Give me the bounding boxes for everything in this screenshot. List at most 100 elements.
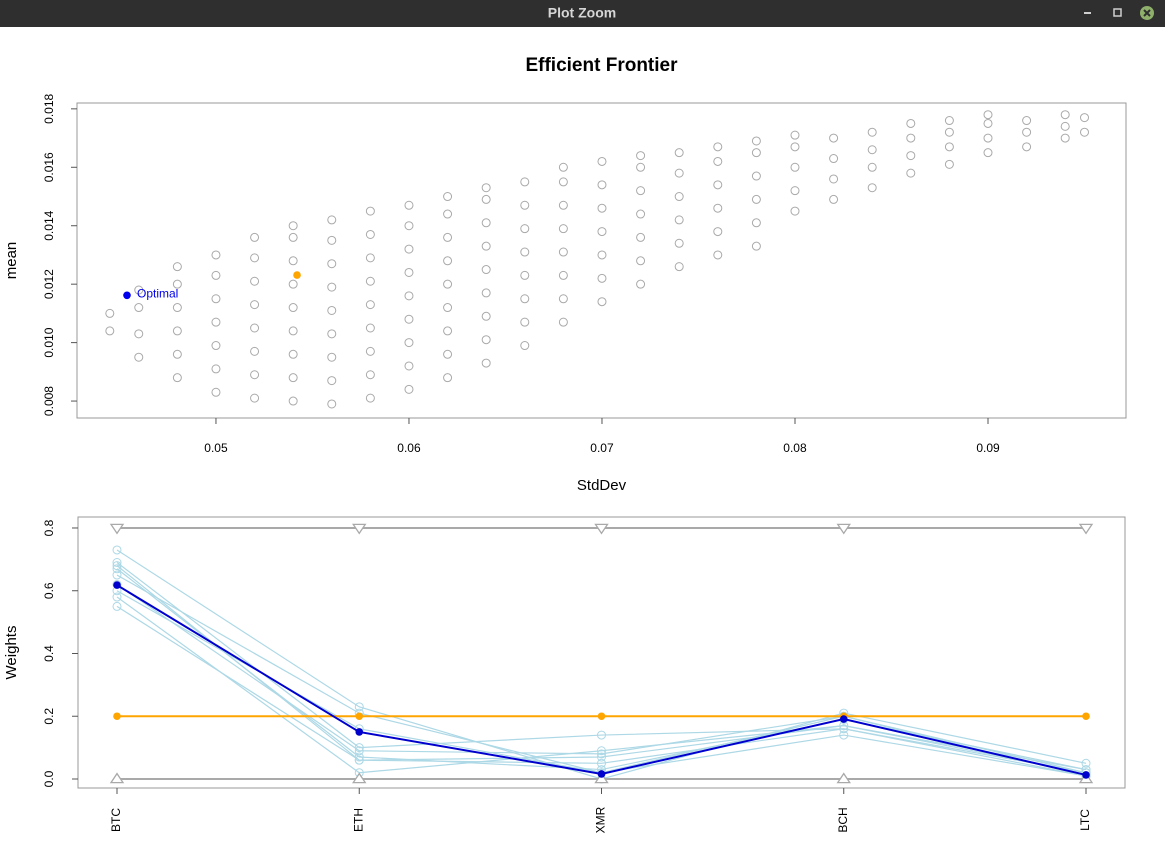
point <box>790 186 800 196</box>
x-tick-label: 0.08 <box>783 441 807 455</box>
point <box>906 133 916 143</box>
point <box>944 159 954 169</box>
point <box>558 294 568 304</box>
point <box>365 276 375 286</box>
point <box>906 168 916 178</box>
point <box>558 317 568 327</box>
x-tick-label: BTC <box>109 808 123 832</box>
point <box>211 387 221 397</box>
point <box>790 162 800 172</box>
point <box>481 241 491 251</box>
point <box>443 192 453 202</box>
point-annotation: Optimal <box>137 286 178 300</box>
point <box>751 241 761 251</box>
point <box>211 294 221 304</box>
point <box>365 229 375 239</box>
x-tick-label: 0.09 <box>976 441 1000 455</box>
point <box>597 180 607 190</box>
point <box>1060 133 1070 143</box>
point <box>636 279 646 289</box>
series-point <box>112 601 122 611</box>
maximize-button[interactable] <box>1113 8 1122 17</box>
point <box>172 349 182 359</box>
point <box>520 177 530 187</box>
series-point <box>836 772 851 784</box>
point <box>867 183 877 193</box>
point <box>713 156 723 166</box>
window-title: Plot Zoom <box>548 5 616 21</box>
point <box>288 396 298 406</box>
series-point <box>594 772 609 784</box>
point <box>365 300 375 310</box>
point <box>829 154 839 164</box>
point <box>944 127 954 137</box>
point <box>172 303 182 313</box>
series-point <box>354 746 364 756</box>
point <box>558 200 568 210</box>
x-tick-label: BCH <box>836 807 850 832</box>
point <box>172 262 182 272</box>
point <box>636 232 646 242</box>
point <box>404 314 414 324</box>
x-tick-label: LTC <box>1078 809 1092 831</box>
y-tick-label: 0.016 <box>42 152 56 182</box>
point <box>404 267 414 277</box>
series-point <box>112 564 122 574</box>
point <box>1080 113 1090 123</box>
series-point <box>839 715 848 723</box>
point <box>481 218 491 228</box>
series-point <box>1082 771 1090 779</box>
point <box>211 270 221 280</box>
point <box>288 373 298 383</box>
point <box>288 256 298 266</box>
point <box>983 110 993 120</box>
point <box>404 361 414 371</box>
point <box>365 323 375 333</box>
point <box>751 136 761 146</box>
point <box>674 148 684 158</box>
point <box>365 206 375 216</box>
series-point <box>597 746 606 756</box>
series-point <box>354 755 364 765</box>
point <box>327 352 337 362</box>
series-point <box>112 570 122 580</box>
point <box>481 265 491 275</box>
y-tick-label: 0.018 <box>42 94 56 124</box>
point <box>288 349 298 359</box>
point <box>172 373 182 383</box>
y-tick-label: 0.2 <box>42 708 56 725</box>
point <box>211 317 221 327</box>
series-point <box>355 712 364 721</box>
point <box>674 215 684 225</box>
titlebar <box>0 0 1165 27</box>
point <box>597 227 607 237</box>
point <box>365 370 375 380</box>
point <box>713 142 723 152</box>
y-tick-label: 0.4 <box>42 645 56 662</box>
y-tick-label: 0.0 <box>42 770 56 787</box>
series-point <box>109 772 125 784</box>
series-point <box>597 770 606 778</box>
x-tick-label: XMR <box>594 806 608 833</box>
series-point <box>1082 712 1090 721</box>
point <box>1022 127 1032 137</box>
point <box>558 177 568 187</box>
series-point <box>597 758 606 768</box>
series-point <box>597 749 606 759</box>
point <box>983 148 993 158</box>
point <box>134 329 144 339</box>
point <box>636 186 646 196</box>
point <box>674 262 684 272</box>
chart-title: Efficient Frontier <box>525 55 678 76</box>
point <box>288 232 298 242</box>
x-tick-label: 0.06 <box>397 441 421 455</box>
point <box>790 206 800 216</box>
point <box>250 323 260 333</box>
point <box>172 326 182 336</box>
y-tick-label: 0.010 <box>42 327 56 357</box>
series-point <box>836 523 851 535</box>
point <box>365 346 375 356</box>
point <box>520 317 530 327</box>
point <box>404 291 414 301</box>
series-point <box>112 592 122 602</box>
